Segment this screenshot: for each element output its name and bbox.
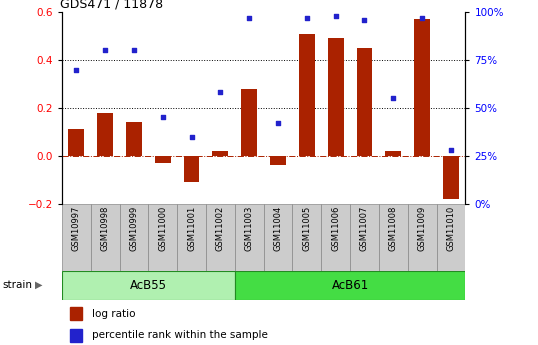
Bar: [119, 204, 148, 271]
Bar: [235, 204, 264, 271]
Text: AcB55: AcB55: [130, 279, 167, 292]
Bar: [414, 19, 430, 156]
Text: GSM11001: GSM11001: [187, 206, 196, 251]
Text: GSM10999: GSM10999: [130, 206, 138, 251]
Point: [72, 67, 81, 72]
Bar: [70, 328, 82, 342]
Point: [101, 48, 109, 53]
Bar: [235, 271, 465, 300]
Bar: [443, 156, 459, 199]
Bar: [350, 204, 379, 271]
Bar: [385, 151, 401, 156]
Text: GSM11005: GSM11005: [302, 206, 312, 251]
Bar: [155, 156, 171, 163]
Text: strain: strain: [3, 280, 33, 289]
Text: GSM11006: GSM11006: [331, 206, 340, 251]
Text: GSM11002: GSM11002: [216, 206, 225, 251]
Bar: [148, 204, 177, 271]
Point: [130, 48, 138, 53]
Bar: [293, 204, 321, 271]
Text: GDS471 / 11878: GDS471 / 11878: [60, 0, 163, 11]
Bar: [436, 204, 465, 271]
Bar: [183, 156, 200, 182]
Text: AcB61: AcB61: [331, 279, 369, 292]
Point: [418, 15, 427, 21]
Point: [302, 15, 311, 21]
Point: [216, 90, 225, 95]
Bar: [177, 204, 206, 271]
Bar: [270, 156, 286, 165]
Bar: [70, 307, 82, 320]
Point: [274, 120, 282, 126]
Point: [245, 15, 253, 21]
Text: GSM10997: GSM10997: [72, 206, 81, 251]
Bar: [241, 89, 257, 156]
Text: GSM10998: GSM10998: [101, 206, 110, 251]
Point: [187, 134, 196, 139]
Text: percentile rank within the sample: percentile rank within the sample: [92, 330, 268, 340]
Text: GSM11000: GSM11000: [158, 206, 167, 251]
Bar: [299, 33, 315, 156]
Point: [360, 17, 369, 22]
Bar: [328, 38, 344, 156]
Point: [331, 13, 340, 19]
Text: GSM11007: GSM11007: [360, 206, 369, 251]
Bar: [357, 48, 372, 156]
Bar: [91, 204, 119, 271]
Bar: [62, 271, 235, 300]
Text: GSM11010: GSM11010: [447, 206, 456, 251]
Text: ▶: ▶: [35, 280, 43, 289]
Bar: [213, 151, 228, 156]
Point: [447, 147, 455, 153]
Bar: [379, 204, 408, 271]
Bar: [264, 204, 293, 271]
Point: [158, 115, 167, 120]
Bar: [62, 204, 91, 271]
Text: GSM11009: GSM11009: [417, 206, 427, 251]
Text: GSM11004: GSM11004: [273, 206, 282, 251]
Bar: [321, 204, 350, 271]
Text: GSM11008: GSM11008: [389, 206, 398, 251]
Text: GSM11003: GSM11003: [245, 206, 254, 251]
Bar: [206, 204, 235, 271]
Bar: [97, 112, 113, 156]
Bar: [126, 122, 142, 156]
Bar: [68, 129, 84, 156]
Point: [389, 96, 398, 101]
Text: log ratio: log ratio: [92, 308, 136, 318]
Bar: [408, 204, 436, 271]
